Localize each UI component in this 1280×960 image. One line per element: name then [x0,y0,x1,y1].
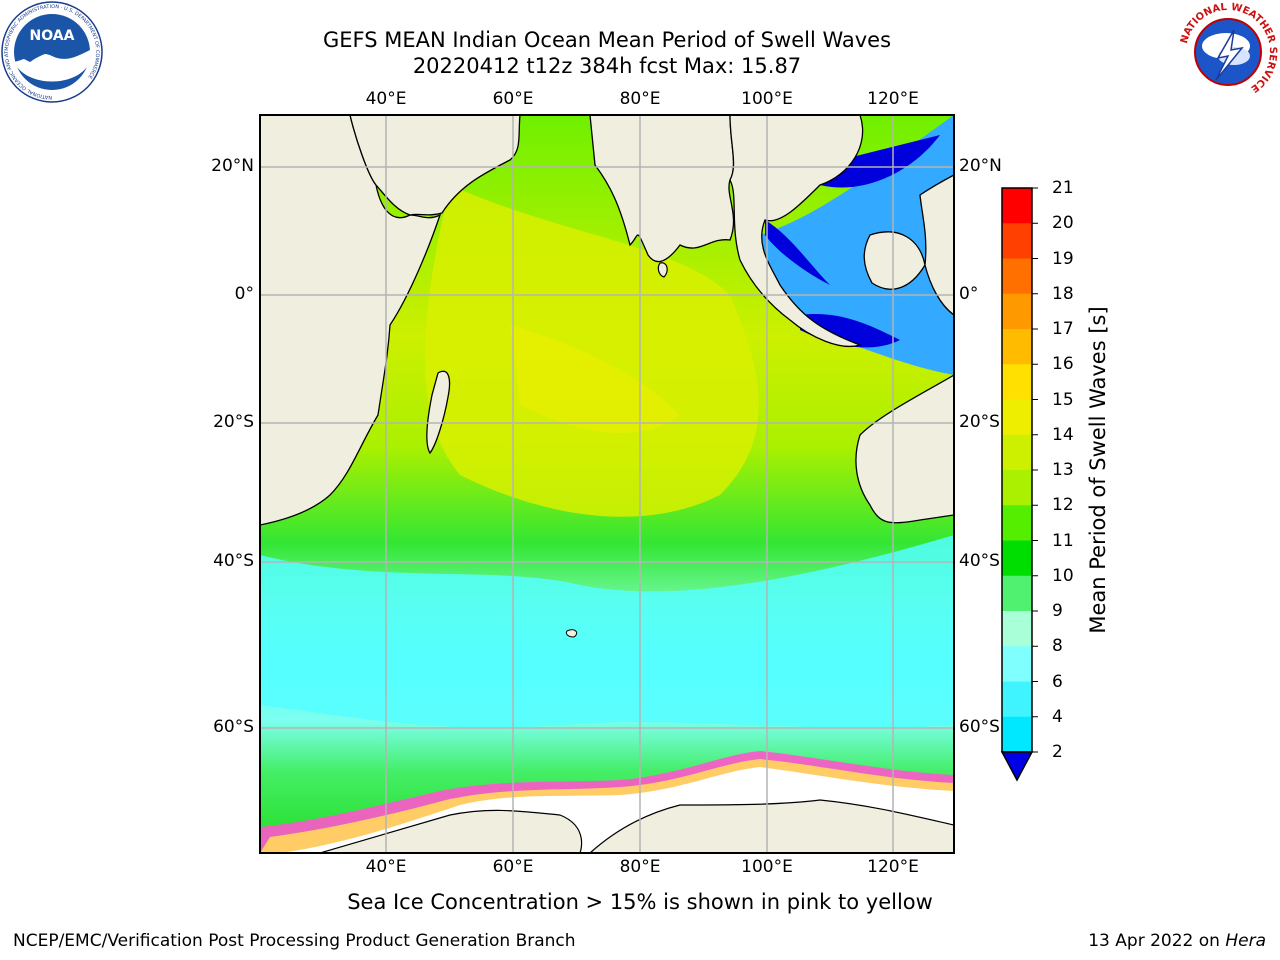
lon-label-top: 100°E [741,89,793,109]
noaa-logo: NOAA NATIONAL OCEANIC AND ATMOSPHERIC AD… [0,0,104,104]
seas-blue-region [760,115,954,375]
sulawesi-landmass [919,174,954,316]
lat-label-right: 20°S [959,412,1000,432]
host-name: Hera [1225,931,1266,951]
colorbar-tick-label: 13 [1052,460,1074,480]
lon-label-bottom: 120°E [867,857,919,877]
colorbar-bin [1002,399,1032,436]
noaa-logo-text: NOAA [30,28,75,44]
madagascar-landmass [426,370,451,455]
map-gridlines [260,115,954,853]
lon-label-bottom: 80°E [619,857,661,877]
colorbar-bin [1002,188,1032,224]
southeast-asia-landmass [729,115,864,347]
lon-label-bottom: 60°E [492,857,534,877]
lat-label-right: 40°S [959,551,1000,571]
cyan-band [260,535,954,728]
colorbar-tick-label: 6 [1052,671,1063,692]
colorbar-bin [1002,364,1032,400]
colorbar-bin [1002,575,1032,612]
credit-text: NCEP/EMC/Verification Post Processing Pr… [13,931,576,951]
chart-subtitle: 20220412 t12z 384h fcst Max: 15.87 [412,54,802,78]
colorbar-tick-label: 12 [1052,495,1074,516]
swell-period-map [259,114,955,854]
lon-label-bottom: 100°E [741,857,793,877]
map-frame [259,114,955,854]
nws-logo: NATIONAL WEATHER SERVICE [1176,0,1280,104]
colorbar-bin [1002,681,1032,718]
colorbar-tick-label: 11 [1052,530,1074,551]
lon-label-top: 120°E [867,89,919,109]
colorbar [1000,186,1040,786]
lon-label-top: 80°E [619,89,661,109]
colorbar-bin [1002,540,1032,577]
lat-label-right: 0° [959,284,979,304]
kerguelen-island [565,629,578,638]
colorbar-bin [1002,716,1032,753]
lat-label-left: 20°N [211,156,254,176]
gulf-thailand-region [765,220,830,285]
swell-core-region [425,185,759,517]
colorbar-bin [1002,223,1032,259]
colorbar-under-arrow [1000,751,1034,782]
colorbar-tick-label: 10 [1052,565,1074,586]
colorbar-bin [1002,611,1032,647]
colorbar-tick-label: 14 [1052,424,1074,445]
swell-max-region [510,325,680,434]
lat-label-right: 60°S [959,717,1000,737]
colorbar-bin [1002,329,1032,365]
lon-label-top: 40°E [365,89,407,109]
colorbar-tick-label: 18 [1052,283,1074,304]
colorbar-label-wrap: Mean Period of Swell Waves [s] [1083,306,1113,633]
colorbar-bin [1002,646,1032,682]
south-china-sea-region [820,135,940,188]
colorbar-graphic [1000,187,1038,782]
colorbar-bin [1002,258,1032,295]
colorbar-tick-label: 8 [1052,636,1063,657]
date-text: 13 Apr 2022 on [1088,931,1220,951]
colorbar-label: Mean Period of Swell Waves [s] [1086,306,1110,634]
borneo-landmass [863,231,926,290]
sri-lanka-landmass [657,262,668,278]
antarctica-landmass-east [589,799,954,853]
chart-title: GEFS MEAN Indian Ocean Mean Period of Sw… [322,28,892,52]
colorbar-tick-label: 9 [1052,601,1063,621]
colorbar-bin [1002,505,1032,541]
colorbar-tick-label: 21 [1052,178,1074,198]
colorbar-tick-label: 17 [1052,319,1074,339]
date-stamp: 13 Apr 2022 on Hera [1088,931,1266,951]
colorbar-tick-label: 4 [1052,706,1063,727]
colorbar-tick-label: 2 [1052,742,1063,762]
lat-label-right: 20°N [959,156,1002,176]
colorbar-bin [1002,293,1032,330]
colorbar-bin [1002,470,1032,506]
lat-label-left: 0° [234,284,254,304]
lat-label-left: 20°S [213,412,254,432]
arabia-landmass [349,115,521,216]
sea-ice-footnote: Sea Ice Concentration > 15% is shown in … [347,890,933,914]
lon-label-top: 60°E [492,89,534,109]
colorbar-bin [1002,434,1032,471]
colorbar-tick-label: 15 [1052,389,1074,410]
colorbar-tick-label: 16 [1052,354,1074,375]
lat-label-left: 60°S [213,717,254,737]
colorbar-tick-label: 20 [1052,213,1074,234]
colorbar-tick-label: 19 [1052,248,1074,269]
lat-label-left: 40°S [213,551,254,571]
lon-label-bottom: 40°E [365,857,407,877]
map-panel [259,114,955,854]
